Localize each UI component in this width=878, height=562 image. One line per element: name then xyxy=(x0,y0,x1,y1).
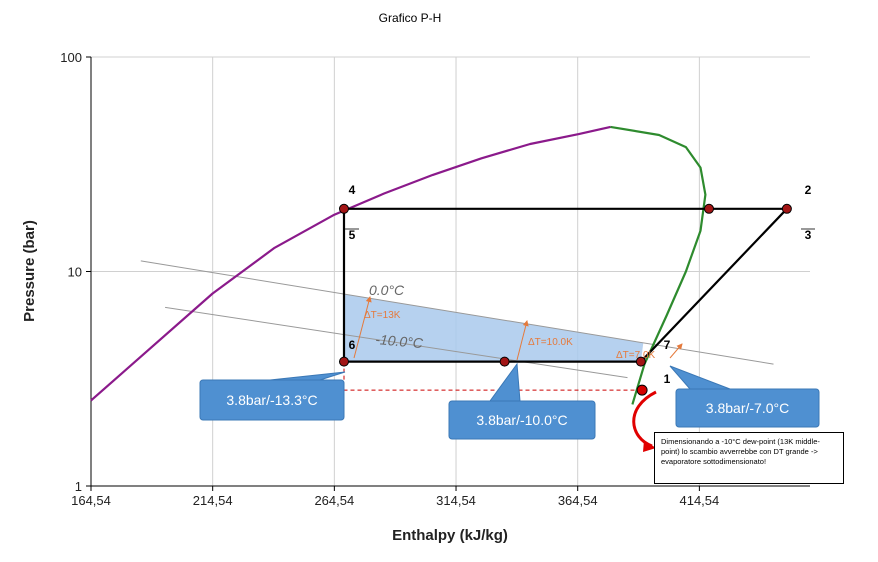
delta-t-label: ΔT=10.0K xyxy=(528,337,573,348)
state-point xyxy=(781,203,792,214)
callout-label: 3.8bar/-7.0°C xyxy=(706,400,789,416)
y-tick-label: 10 xyxy=(68,265,82,280)
state-point-label: 6 xyxy=(349,338,356,352)
callout-label: 3.8bar/-10.0°C xyxy=(476,412,567,428)
callout-box xyxy=(199,379,345,421)
state-point xyxy=(635,356,646,367)
delta-t-label: ΔT=7.0K xyxy=(616,350,656,361)
dashed-reference-line xyxy=(343,361,643,391)
isotherm-line xyxy=(165,306,628,379)
state-point xyxy=(338,356,349,367)
state-point xyxy=(636,384,648,396)
x-tick-label: 214,54 xyxy=(193,493,233,508)
callout-pointer xyxy=(669,365,731,390)
curved-arrow-head xyxy=(643,440,656,452)
x-tick-label: 414,54 xyxy=(679,493,719,508)
y-axis-title: Pressure (bar) xyxy=(21,220,38,322)
callout-box xyxy=(675,388,820,428)
state-point-label: 4 xyxy=(349,183,356,197)
callout-pointer xyxy=(489,362,521,402)
evaporator-shaded-area xyxy=(344,294,644,362)
delta-t-arrow xyxy=(669,343,683,359)
state-point xyxy=(338,203,349,214)
x-axis-title: Enthalpy (kJ/kg) xyxy=(392,527,508,544)
callout-label: 3.8bar/-13.3°C xyxy=(226,392,317,408)
marker-label: 5 xyxy=(349,228,356,242)
annotation-note: Dimensionando a -10°C dew-point (13K mid… xyxy=(654,432,844,484)
x-tick-label: 364,54 xyxy=(558,493,598,508)
vapor-saturation-line xyxy=(610,125,707,405)
delta-t-label: ΔT=13K xyxy=(364,310,401,321)
isotherm-line xyxy=(140,260,774,365)
delta-t-arrow xyxy=(516,320,529,361)
state-point-label: 1 xyxy=(664,372,671,386)
y-tick-label: 100 xyxy=(60,50,82,65)
chart-title: Grafico P-H xyxy=(379,11,442,25)
liquid-saturation-line xyxy=(90,125,611,402)
callout-pointer xyxy=(269,371,346,381)
state-point-label: 2 xyxy=(805,183,812,197)
delta-t-arrow xyxy=(353,296,372,359)
x-tick-label: 164,54 xyxy=(71,493,111,508)
curved-arrow xyxy=(632,390,657,448)
x-tick-label: 264,54 xyxy=(314,493,354,508)
isotherm-label-0: 0.0°C xyxy=(369,282,405,298)
isotherm-label-minus10: -10.0°C xyxy=(375,331,425,351)
marker-label: 3 xyxy=(805,228,812,242)
state-point xyxy=(499,356,510,367)
state-point-label: 7 xyxy=(664,338,671,352)
state-point xyxy=(704,203,715,214)
callout-box xyxy=(448,400,596,440)
x-tick-label: 314,54 xyxy=(436,493,476,508)
y-tick-label: 1 xyxy=(75,479,82,494)
